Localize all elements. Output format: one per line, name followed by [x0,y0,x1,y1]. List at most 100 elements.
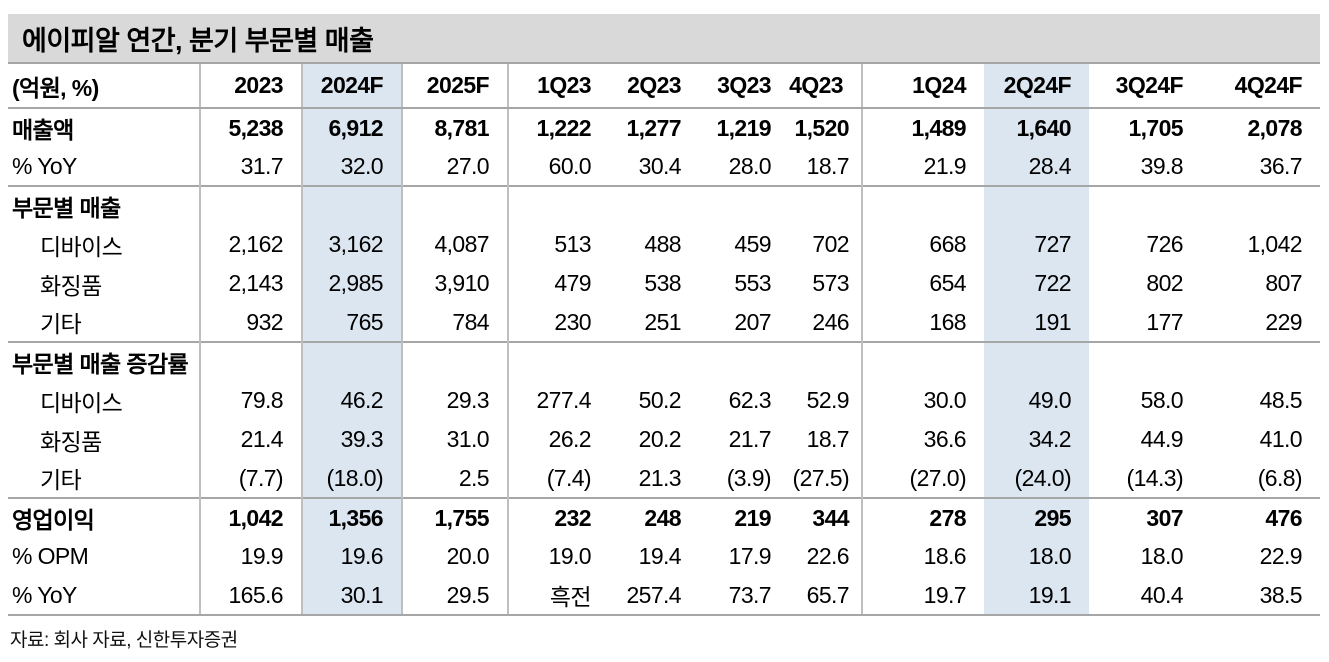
cell: 18.6 [923,543,967,569]
cell: (14.3) [1126,464,1184,491]
row-label: 기타 [8,303,201,342]
cell: 488 [644,231,681,257]
cell: 191 [984,303,1089,342]
column-header-1q24: 1Q24 [862,64,984,109]
cell: 1,520 [789,108,863,147]
cell: 21.9 [923,152,967,179]
cell: 19.4 [638,543,682,569]
cell: (18.0) [302,459,403,498]
cell: 30.1 [302,576,403,616]
column-header-2025f: 2025F [402,64,509,109]
cell: 17.9 [728,543,772,569]
cell: 4,087 [402,225,509,264]
table-row: 기타 932 765 784 230 251 207 246 168 191 177 229 [8,303,1320,342]
cell: (27.5) [789,459,863,498]
cell: 219 [699,497,789,537]
cell: 1,042 [200,497,303,537]
cell: 21.7 [728,426,772,452]
row-label: 화징품 [8,264,201,303]
cell: 29.5 [402,576,509,616]
cell: 39.8 [1140,152,1184,179]
table-title-bar: 에이피알 연간, 분기 부문별 매출 [8,14,1320,64]
row-label: 디바이스 [8,381,201,420]
cell: 22.6 [789,537,863,576]
cell: 흑전 [508,576,609,616]
column-header-2024f: 2024F [302,64,403,109]
cell: 1,277 [626,114,681,141]
cell: 19.6 [302,537,403,576]
cell: 168 [929,308,966,335]
cell: 727 [984,225,1089,264]
table-row: % YoY 165.6 30.1 29.5 흑전 257.4 73.7 65.7 19.7 19.… [8,576,1320,616]
cell: 177 [1146,308,1183,335]
table-row: % OPM 19.9 19.6 20.0 19.0 19.4 17.9 22.6 18.6 18.… [8,537,1320,576]
cell: 30.0 [923,387,967,413]
cell [699,185,789,225]
cell: 20.0 [402,537,509,576]
table-row: 디바이스 79.8 46.2 29.3 277.4 50.2 62.3 52.9 30.0 49.… [8,381,1320,420]
cell [789,341,863,381]
cell [609,185,699,225]
cell: 229 [1265,308,1302,335]
cell [508,185,609,225]
cell: 2,162 [200,225,303,264]
cell: 36.7 [1259,152,1303,179]
cell: 30.4 [638,152,682,179]
cell: 19.1 [984,576,1089,616]
cell [609,341,699,381]
cell: 765 [302,303,403,342]
cell: 702 [789,225,863,264]
cell: 1,042 [1247,231,1302,257]
cell: (24.0) [984,459,1089,498]
unit-label: (억원, %) [8,64,201,109]
cell: 50.2 [638,387,682,413]
table-row: 부문별 매출 [8,185,1320,225]
cell [699,341,789,381]
cell: 65.7 [789,576,863,616]
cell [200,341,303,381]
cell: 38.5 [1201,576,1320,616]
cell [402,341,509,381]
row-label: % YoY [8,147,201,186]
cell: 1,356 [302,497,403,537]
cell: 232 [508,497,609,537]
cell: 246 [789,303,863,342]
cell: 1,222 [536,114,591,141]
cell: 573 [789,264,863,303]
cell: 52.9 [789,381,863,420]
cell: 21.3 [638,464,682,491]
cell: 39.3 [302,420,403,459]
row-label: 부문별 매출 증감률 [8,341,201,381]
cell: 49.0 [984,381,1089,420]
header-row: (억원, %) 2023 2024F 2025F 1Q23 2Q23 3Q23 4Q23 1Q… [8,64,1320,109]
cell: 6,912 [302,108,403,147]
cell: 307 [1089,497,1201,537]
table-row: 기타 (7.7) (18.0) 2.5 (7.4) 21.3 (3.9) (27.5) (27.… [8,459,1320,498]
cell: 29.3 [402,381,509,420]
cell: 48.5 [1259,387,1303,413]
cell: 27.0 [402,147,509,186]
cell [402,185,509,225]
source-note: 자료: 회사 자료, 신한투자증권 [10,630,238,651]
cell: 58.0 [1140,387,1184,413]
column-header-2q24f: 2Q24F [984,64,1089,109]
cell: 2,078 [1247,114,1302,141]
cell: 20.2 [638,426,682,452]
row-label: 매출액 [8,108,201,147]
cell: 513 [554,231,591,257]
cell: 553 [734,270,771,296]
table-row: 디바이스 2,162 3,162 4,087 513 488 459 702 668 727 726… [8,225,1320,264]
row-label: 기타 [8,459,201,498]
table-row: 화징품 2,143 2,985 3,910 479 538 553 573 654 722 802 8… [8,264,1320,303]
cell [508,341,609,381]
row-label: 디바이스 [8,225,201,264]
cell: 19.9 [200,537,303,576]
cell [1089,185,1201,225]
cell: 668 [929,231,966,257]
cell: 2,985 [302,264,403,303]
cell: 26.2 [548,426,592,452]
cell: 19.7 [862,576,984,616]
cell: 19.0 [548,543,592,569]
cell: 784 [402,303,509,342]
